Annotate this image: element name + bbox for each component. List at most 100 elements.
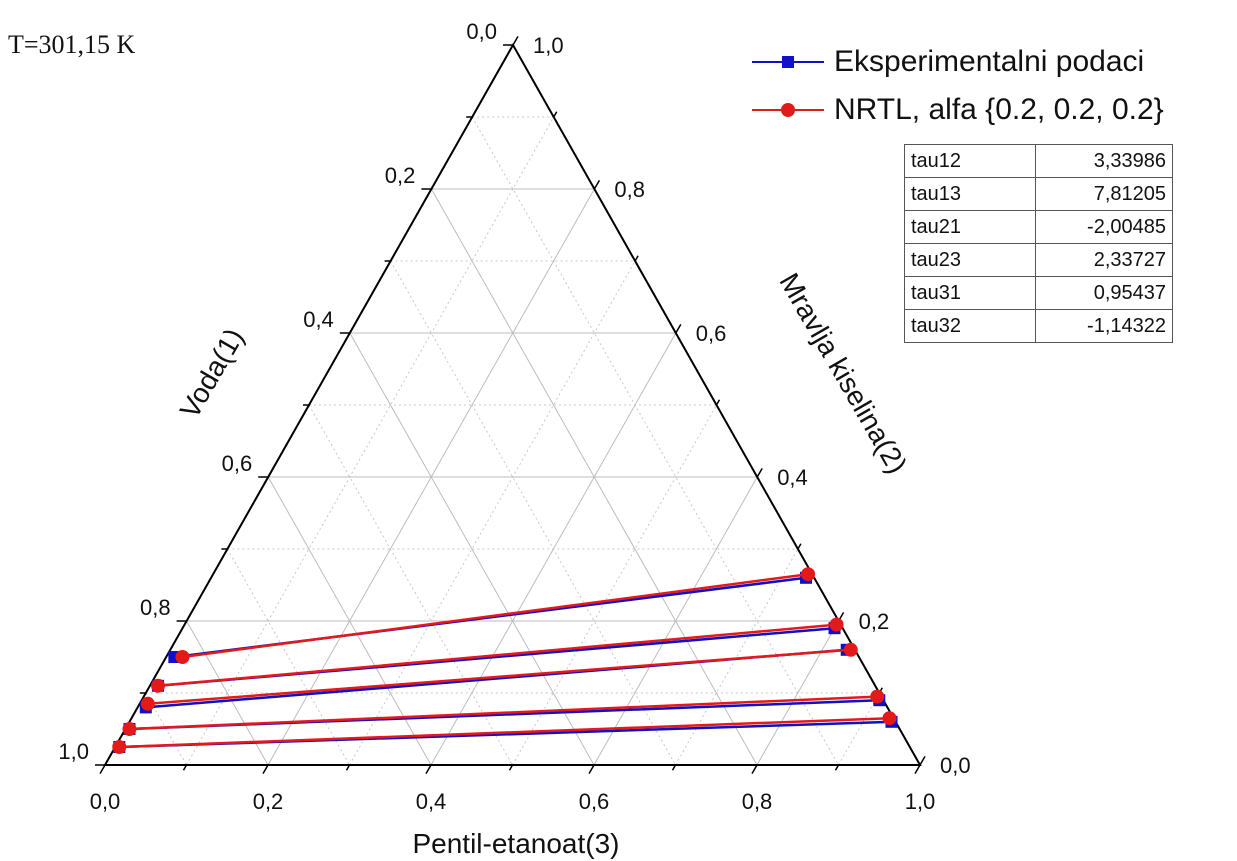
grid-line: [145, 692, 187, 766]
legend-item-nrtl: NRTL, alfa {0.2, 0.2, 0.2}: [752, 86, 1164, 134]
tie-line: [129, 695, 878, 731]
tick-mark: [634, 255, 639, 262]
tick-mark: [425, 764, 432, 775]
tick-mark: [345, 764, 351, 771]
param-value: 2,33727: [1035, 243, 1173, 277]
tick-label-left: 0,8: [140, 595, 171, 620]
legend-label-nrtl: NRTL, alfa {0.2, 0.2, 0.2}: [834, 93, 1164, 126]
tick-label-left: 0,2: [385, 163, 416, 188]
tick-mark: [797, 543, 802, 550]
tick-label-bottom: 1,0: [905, 789, 936, 814]
param-value: -1,14322: [1035, 309, 1173, 343]
data-point-circle: [140, 696, 155, 711]
data-point-circle: [882, 711, 897, 726]
tick-label-left: 0,6: [222, 451, 253, 476]
tick-mark: [182, 764, 188, 771]
tick-mark: [751, 764, 758, 775]
grid-line: [838, 692, 880, 766]
legend-symbol-experimental: [752, 52, 824, 72]
param-name: tau12: [904, 144, 1036, 178]
tick-label-left: 0,0: [466, 19, 497, 44]
table-row: tau32 -1,14322: [904, 309, 1173, 343]
data-point-circle: [151, 678, 166, 693]
triangle-outline: [103, 42, 922, 766]
tick-mark: [262, 764, 269, 775]
grid-line: [349, 260, 636, 766]
tick-mark: [593, 179, 601, 190]
data-point-circle: [122, 722, 137, 736]
tie-line: [119, 716, 890, 749]
grid-line: [308, 404, 513, 766]
axis-title-bottom: Pentil-etanoat(3): [412, 828, 619, 859]
triangle-frame: [103, 42, 922, 766]
grid-line: [756, 620, 840, 766]
data-point-circle: [801, 567, 816, 582]
tick-mark: [919, 755, 926, 766]
table-row: tau21 -2,00485: [904, 210, 1173, 244]
tick-mark: [675, 323, 682, 334]
data-point-circle: [870, 689, 885, 704]
tie-line: [157, 623, 837, 688]
tick-label-right: 0,6: [696, 321, 727, 346]
grid-line: [186, 116, 555, 766]
data-point-circle: [829, 617, 844, 632]
param-name: tau31: [904, 276, 1036, 310]
tick-label-bottom: 0,8: [742, 789, 773, 814]
tick-mark: [715, 399, 721, 406]
grid-line: [390, 260, 676, 766]
chart-legend: Eksperimentalni podaci NRTL, alfa {0.2, …: [752, 38, 1164, 134]
legend-item-experimental: Eksperimentalni podaci: [752, 38, 1164, 86]
param-name: tau32: [904, 309, 1036, 343]
tick-label-bottom: 0,6: [579, 789, 610, 814]
grid-line: [593, 476, 758, 766]
parameters-table: tau12 3,33986 tau13 7,81205 tau21 -2,00485 …: [904, 144, 1173, 343]
param-name: tau21: [904, 210, 1036, 244]
legend-square-marker: [782, 56, 794, 68]
tie-line: [182, 572, 809, 659]
table-row: tau23 2,33727: [904, 243, 1173, 277]
tick-label-right: 0,2: [859, 609, 890, 634]
tick-label-right: 0,0: [940, 753, 971, 778]
tick-label-left: 1,0: [58, 739, 89, 764]
grid-lines: [145, 116, 880, 766]
table-row: tau13 7,81205: [904, 177, 1173, 211]
table-row: tau12 3,33986: [904, 144, 1173, 178]
tick-mark: [588, 764, 595, 775]
tick-label-bottom: 0,4: [416, 789, 447, 814]
tie-line: [147, 648, 851, 706]
tick-label-right: 0,4: [777, 465, 808, 490]
axis-title-left: Voda(1): [174, 323, 250, 423]
axis-title-right: Mravlja kiselina(2): [773, 268, 913, 479]
tick-mark: [99, 764, 106, 775]
tick-mark: [553, 111, 558, 118]
grid-line: [226, 548, 350, 766]
tick-label-right: 1,0: [533, 33, 564, 58]
tick-mark: [508, 764, 514, 771]
tick-mark: [512, 35, 519, 46]
tick-mark: [834, 764, 840, 771]
table-row: tau31 0,95437: [904, 276, 1173, 310]
param-value: 7,81205: [1035, 177, 1173, 211]
param-value: 3,33986: [1035, 144, 1173, 178]
tick-label-bottom: 0,2: [253, 789, 284, 814]
data-series: [112, 567, 898, 754]
tick-label-bottom: 0,0: [90, 789, 121, 814]
tick-mark: [756, 467, 763, 478]
tick-label-right: 0,8: [614, 177, 645, 202]
temperature-label: T=301,15 K: [8, 30, 136, 59]
data-point-circle: [112, 740, 127, 754]
data-point-circle: [175, 650, 190, 664]
data-point-circle: [843, 642, 858, 657]
param-value: -2,00485: [1035, 210, 1173, 244]
tick-mark: [671, 764, 677, 771]
legend-symbol-nrtl: [752, 100, 824, 120]
tick-label-left: 0,4: [303, 307, 334, 332]
tick-mark: [914, 764, 921, 775]
grid-line: [512, 404, 717, 766]
param-value: 0,95437: [1035, 276, 1173, 310]
legend-circle-marker: [781, 103, 795, 117]
axis-ticks: 0,0 0,0 0,0 0,2 0,2 0,2 0,4 0,4 0,4 0,6 0,6 0,6 0,8 0…: [58, 19, 970, 814]
param-name: tau13: [904, 177, 1036, 211]
legend-label-experimental: Eksperimentalni podaci: [834, 45, 1145, 78]
